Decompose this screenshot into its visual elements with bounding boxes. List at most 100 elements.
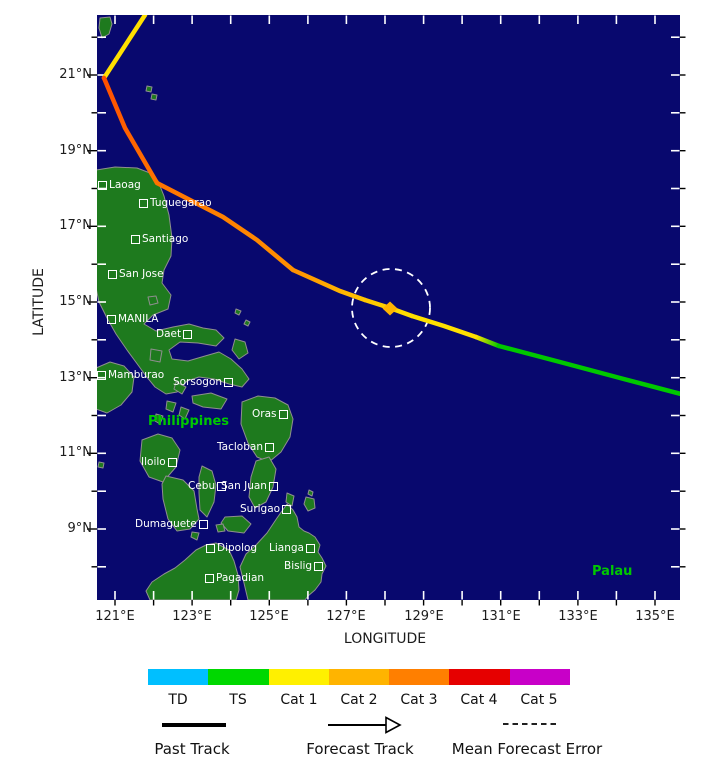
city-manila: MANILA — [107, 314, 158, 325]
mean-forecast-error-symbol — [503, 723, 557, 725]
lon-tick-125e: 125°E — [249, 609, 289, 624]
city-marker-square — [264, 443, 274, 452]
track-segment-cat3 — [154, 180, 296, 273]
city-oras: Oras — [252, 409, 288, 420]
city-marker-square — [314, 562, 324, 571]
mean-forecast-error-circle — [351, 268, 431, 348]
island-samar — [240, 395, 294, 463]
forecast-track-label: Forecast Track — [306, 740, 414, 758]
city-marker-square — [97, 371, 106, 380]
city-dipolog: Dipolog — [206, 543, 257, 554]
islet-babuyan-1 — [145, 85, 153, 93]
lon-tick-121e: 121°E — [95, 609, 135, 624]
city-marker-square — [198, 520, 208, 529]
track-segment-cat1-east — [409, 313, 479, 340]
legend-label-cat2: Cat 2 — [340, 692, 378, 708]
region-label-palau: Palau — [592, 564, 633, 579]
city-surigao: Surigao — [240, 504, 292, 515]
lon-tick-127e: 127°E — [326, 609, 366, 624]
island-dinagat — [303, 496, 316, 512]
legend-label-cat5: Cat 5 — [520, 692, 558, 708]
track-segment-cat3-landfall — [101, 75, 160, 186]
city-sorsogon: Sorsogon — [173, 377, 234, 388]
islet-babuyan-2 — [150, 93, 158, 101]
islet-cuyo — [97, 461, 105, 469]
city-marker-square — [206, 544, 215, 553]
city-tuguegarao: Tuguegarao — [139, 198, 212, 209]
city-dumaguete: Dumaguete — [135, 519, 208, 530]
mean-forecast-error-label: Mean Forecast Error — [451, 740, 603, 758]
city-marker-square — [224, 378, 234, 387]
city-marker-square — [305, 544, 315, 553]
lon-tick-133e: 133°E — [558, 609, 598, 624]
city-santiago: Santiago — [131, 234, 188, 245]
lon-tick-123e: 123°E — [172, 609, 212, 624]
city-marker-square — [183, 330, 193, 339]
x-axis-title: LONGITUDE — [343, 631, 427, 647]
lat-tick-21n: 21°N — [59, 67, 92, 82]
island-romblon-1 — [165, 400, 177, 413]
island-catanduanes — [231, 338, 249, 360]
lat-tick-11n: 11°N — [59, 445, 92, 460]
lat-tick-17n: 17°N — [59, 218, 92, 233]
island-mindanao-west — [145, 542, 240, 600]
track-segment-cat2 — [290, 267, 368, 303]
city-san-jose: San Jose — [108, 269, 164, 280]
city-marker-square — [205, 574, 214, 583]
island-panay — [139, 433, 181, 483]
island-mindoro — [97, 361, 135, 414]
island-luzon — [97, 166, 250, 395]
track-segment-transition-ts — [473, 334, 502, 349]
past-track-symbol — [162, 723, 226, 727]
islet-siargao — [307, 489, 314, 497]
storm-position-marker — [382, 301, 398, 316]
lat-tick-15n: 15°N — [59, 294, 92, 309]
map-area — [97, 15, 680, 600]
island-bohol — [220, 515, 252, 534]
island-romblon-3 — [154, 413, 164, 425]
island-marinduque — [149, 348, 163, 363]
colorbar-cat5 — [509, 669, 570, 685]
map-ticks-white — [97, 15, 680, 600]
islet-offshore-2 — [243, 319, 251, 327]
colorbar-td — [148, 669, 209, 685]
island-negros — [161, 475, 200, 532]
legend-label-cat1: Cat 1 — [280, 692, 318, 708]
city-iloilo: Iloilo — [141, 457, 177, 468]
island-camiguin — [215, 523, 226, 533]
city-mamburao: Mamburao — [97, 370, 164, 381]
city-lianga: Lianga — [269, 543, 315, 554]
city-marker-square — [282, 505, 292, 514]
city-tacloban: Tacloban — [217, 442, 274, 453]
colorbar-cat1 — [268, 669, 329, 685]
city-bislig: Bislig — [284, 561, 324, 572]
colorbar-cat3 — [389, 669, 450, 685]
island-mindanao-east — [239, 503, 327, 600]
region-label-philippines: Philippines — [148, 414, 230, 429]
colorbar-cat2 — [328, 669, 390, 685]
y-axis-title: LATITUDE — [31, 268, 47, 336]
legend-label-ts: TS — [229, 692, 247, 708]
island-siquijor — [190, 531, 200, 541]
legend-label-cat3: Cat 3 — [400, 692, 438, 708]
legend-label-td: TD — [168, 692, 188, 708]
city-marker-square — [278, 410, 288, 419]
island-romblon-2 — [178, 406, 190, 420]
colorbar-cat4 — [449, 669, 510, 685]
city-marker-square — [131, 235, 140, 244]
city-cebu: Cebu — [188, 481, 227, 492]
city-laoag: Laoag — [98, 180, 141, 191]
legend-label-cat4: Cat 4 — [460, 692, 498, 708]
islet-offshore-1 — [234, 308, 242, 316]
city-marker-square — [217, 482, 227, 491]
lat-tick-13n: 13°N — [59, 370, 92, 385]
colorbar-ts — [208, 669, 269, 685]
island-polillo — [147, 295, 159, 306]
city-marker-square — [139, 199, 148, 208]
islet-panaon — [285, 492, 295, 507]
forecast-track-arrow — [328, 716, 402, 734]
city-marker-square — [108, 270, 117, 279]
city-pagadian: Pagadian — [205, 573, 264, 584]
